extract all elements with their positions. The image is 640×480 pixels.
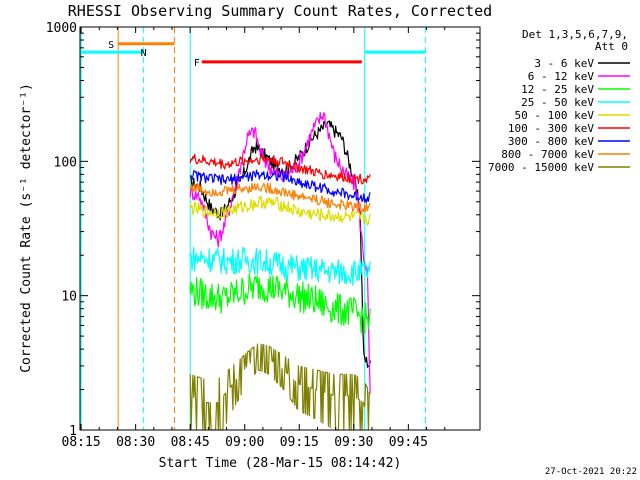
x-axis-label: Start Time (28-Mar-15 08:14:42) [159, 456, 402, 471]
legend-entry-label: 6 - 12 keV [528, 70, 595, 83]
legend-entry-label: 50 - 100 keV [515, 109, 595, 122]
legend-entry-label: 800 - 7000 keV [501, 148, 594, 161]
y-tick-label: 100 [54, 155, 77, 170]
series-line [189, 273, 371, 335]
x-tick-label: 08:30 [116, 435, 155, 450]
y-tick-label: 1 [69, 424, 77, 439]
plot-frame [79, 26, 481, 431]
series-line [189, 169, 371, 203]
legend-header: Att 0 [595, 40, 628, 53]
x-tick-label: 08:45 [171, 435, 210, 450]
series-line [190, 120, 371, 368]
series-line [189, 246, 371, 286]
legend-entry-label: 100 - 300 keV [508, 122, 594, 135]
legend-entry-label: 25 - 50 keV [521, 96, 594, 109]
series-line [189, 195, 371, 226]
flag-label: N [141, 48, 147, 59]
legend-entry-label: 300 - 800 keV [508, 135, 594, 148]
chart-title: RHESSI Observing Summary Count Rates, Co… [68, 2, 492, 20]
series-line [189, 343, 371, 431]
legend-entry-label: 12 - 25 keV [521, 83, 594, 96]
flag-label: F [194, 58, 200, 69]
x-tick-label: 09:00 [225, 435, 264, 450]
y-axis: 1 10 100 1000 [46, 21, 480, 439]
x-tick-label: 08:15 [62, 435, 101, 450]
x-axis: 08:15 08:30 08:45 09:00 09:15 09:30 09:45 [62, 27, 446, 450]
y-tick-label: 10 [61, 290, 77, 305]
legend-header: Det 1,3,5,6,7,9, [522, 28, 628, 41]
legend-entry-label: 3 - 6 keV [534, 57, 594, 70]
series-line [189, 112, 371, 393]
legend-entry-label: 7000 - 15000 keV [488, 161, 594, 174]
x-tick-label: 09:30 [334, 435, 373, 450]
x-tick-label: 09:45 [389, 435, 428, 450]
y-axis-label: Corrected Count Rate (s⁻¹ detector⁻¹) [19, 83, 34, 373]
plot-area: S N F [80, 27, 426, 431]
x-tick-label: 09:15 [280, 435, 319, 450]
flag-label: S [108, 40, 114, 51]
timestamp: 27-Oct-2021 20:22 [545, 467, 637, 477]
y-tick-label: 1000 [46, 21, 77, 36]
series-line [189, 182, 371, 213]
series-line [189, 153, 371, 185]
